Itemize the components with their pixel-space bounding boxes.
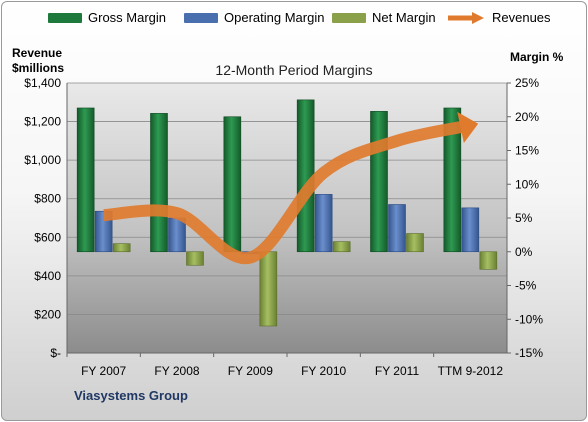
bar-gross-margin <box>296 99 315 253</box>
bar-net-margin <box>112 243 131 253</box>
bar-operating-margin <box>388 204 406 253</box>
revenue-arrow-head <box>457 111 479 144</box>
chart-legend: Gross Margin Operating Margin Net Margin… <box>2 8 586 30</box>
bar-operating-margin <box>461 207 480 253</box>
bar-net-margin <box>479 251 498 270</box>
bar-gross-margin <box>443 107 462 253</box>
left-axis-title-line2: $millions <box>12 61 65 75</box>
bar-gross-margin <box>370 111 388 253</box>
x-axis-tick-label: FY 2010 <box>301 364 346 378</box>
right-axis-tick-label: -15% <box>515 346 543 360</box>
bar-operating-margin <box>168 217 186 253</box>
x-axis-tick-label: FY 2011 <box>375 364 420 378</box>
bar-net-margin <box>259 251 278 327</box>
revenue-line <box>103 119 472 265</box>
left-axis-tick-label: $- <box>50 346 61 360</box>
x-axis-tick-label: FY 2009 <box>228 364 273 378</box>
right-axis-tick-label: 15% <box>515 144 539 158</box>
legend-label: Revenues <box>492 10 551 25</box>
left-axis-title-line1: Revenue <box>12 46 63 60</box>
right-axis-tick-label: 25% <box>515 76 539 90</box>
legend-arrow-icon <box>448 11 484 24</box>
bar-gross-margin <box>223 116 242 253</box>
legend-label: Operating Margin <box>224 10 325 25</box>
bar-net-margin <box>186 251 204 266</box>
right-axis-title: Margin % <box>510 50 564 64</box>
footer-company-name: Viasystems Group <box>74 388 188 403</box>
right-axis-tick-label: 5% <box>515 211 533 225</box>
bar-gross-margin <box>150 113 168 253</box>
x-axis-tick-label: FY 2008 <box>154 364 199 378</box>
bar-net-margin <box>332 241 351 253</box>
legend-item-gross-margin: Gross Margin <box>48 10 166 25</box>
left-axis-tick-label: $1,200 <box>24 115 61 129</box>
bar-gross-margin <box>76 107 95 253</box>
legend-item-net-margin: Net Margin <box>332 10 436 25</box>
right-axis-tick-label: -5% <box>515 279 537 293</box>
bar-operating-margin <box>314 194 333 253</box>
legend-swatch-operating-margin <box>184 12 218 23</box>
legend-label: Gross Margin <box>88 10 167 25</box>
left-axis-tick-label: $600 <box>34 230 61 244</box>
legend-item-revenues: Revenues <box>446 10 551 25</box>
legend-swatch-net-margin <box>332 12 366 23</box>
right-axis-tick-label: -10% <box>515 312 543 326</box>
bar-net-margin <box>406 233 424 253</box>
right-axis-tick-label: 10% <box>515 177 539 191</box>
left-axis-tick-label: $800 <box>34 192 61 206</box>
legend-item-operating-margin: Operating Margin <box>184 10 324 25</box>
left-axis-tick-label: $1,400 <box>24 76 61 90</box>
right-axis-tick-label: 0% <box>515 245 533 259</box>
left-axis-tick-label: $200 <box>34 307 61 321</box>
chart-title: 12-Month Period Margins <box>215 62 373 78</box>
right-axis-tick-label: 20% <box>515 110 539 124</box>
left-axis-tick-label: $400 <box>34 269 61 283</box>
legend-swatch-gross-margin <box>48 12 82 23</box>
left-axis-tick-label: $1,000 <box>24 153 61 167</box>
left-axis-title: Revenue $millions <box>12 46 64 76</box>
x-axis-tick-label: TTM 9-2012 <box>438 364 504 378</box>
legend-label: Net Margin <box>372 10 436 25</box>
x-axis-tick-label: FY 2007 <box>81 364 126 378</box>
